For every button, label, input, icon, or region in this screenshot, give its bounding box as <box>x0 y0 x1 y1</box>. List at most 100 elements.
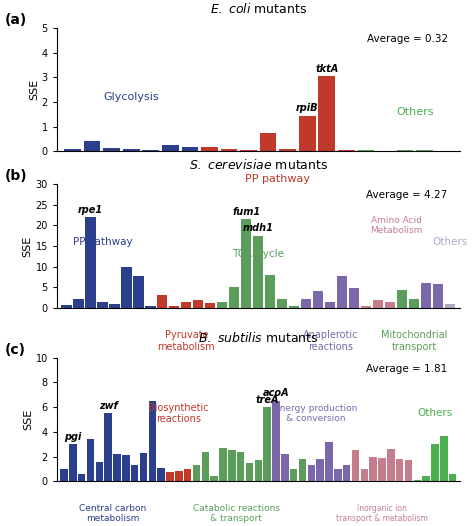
Bar <box>240 149 257 151</box>
Bar <box>148 401 156 481</box>
Text: Catabolic reactions
& transport: Catabolic reactions & transport <box>193 503 280 523</box>
Text: Average = 0.32: Average = 0.32 <box>366 34 447 44</box>
Bar <box>385 301 395 308</box>
Y-axis label: SSE: SSE <box>23 409 33 430</box>
Bar <box>182 147 198 151</box>
Text: (c): (c) <box>5 343 26 357</box>
Text: Mitochondrial
transport: Mitochondrial transport <box>381 330 447 351</box>
Bar <box>290 469 297 481</box>
Bar <box>169 306 180 308</box>
Bar <box>397 290 407 308</box>
Text: PP pathway: PP pathway <box>246 174 310 184</box>
Bar <box>308 465 315 481</box>
Bar <box>221 148 237 151</box>
Bar <box>301 299 311 308</box>
Bar <box>337 276 347 308</box>
Bar <box>84 141 100 151</box>
Bar <box>193 300 203 308</box>
Y-axis label: SSE: SSE <box>23 235 33 257</box>
Text: Energy production
& conversion: Energy production & conversion <box>274 403 357 423</box>
Bar <box>397 150 413 151</box>
Text: treA: treA <box>255 394 279 404</box>
Text: Amino Acid
Metabolism: Amino Acid Metabolism <box>370 216 422 235</box>
Bar <box>109 304 119 308</box>
Text: Inorganic ion
transport & metabolism: Inorganic ion transport & metabolism <box>336 503 428 523</box>
Bar <box>272 401 280 481</box>
Text: Central carbon
metabolism: Central carbon metabolism <box>79 503 146 523</box>
Bar <box>445 304 456 308</box>
Bar <box>237 452 245 481</box>
Bar <box>378 458 386 481</box>
Text: Anaplerotic
reactions: Anaplerotic reactions <box>302 330 358 351</box>
Bar <box>157 296 167 308</box>
Text: Average = 1.81: Average = 1.81 <box>366 364 447 374</box>
Text: pgi: pgi <box>64 432 82 442</box>
Bar <box>64 149 81 151</box>
Text: $\it{B.\ subtilis}$ mutants: $\it{B.\ subtilis}$ mutants <box>198 331 319 346</box>
Bar <box>281 454 289 481</box>
Bar <box>162 145 179 151</box>
Bar <box>143 150 159 151</box>
Bar <box>422 476 430 481</box>
Text: rpe1: rpe1 <box>78 205 103 215</box>
Text: Average = 4.27: Average = 4.27 <box>366 190 447 200</box>
Text: PP Pathway: PP Pathway <box>73 237 132 247</box>
Bar <box>440 436 447 481</box>
Text: Pyruvate
metabolism: Pyruvate metabolism <box>157 330 215 351</box>
Text: Others: Others <box>433 237 468 247</box>
Bar <box>166 472 174 481</box>
Bar <box>96 461 103 481</box>
Bar <box>449 474 456 481</box>
Bar <box>352 450 359 481</box>
Bar <box>219 448 227 481</box>
Bar <box>373 300 383 308</box>
Bar <box>253 236 264 308</box>
Text: Glycolysis: Glycolysis <box>103 92 159 102</box>
Bar <box>181 302 191 308</box>
Text: (b): (b) <box>5 169 27 183</box>
Bar <box>289 306 300 308</box>
Bar <box>123 148 139 151</box>
Bar <box>431 444 439 481</box>
Bar <box>405 460 412 481</box>
Bar <box>78 474 85 481</box>
Bar <box>60 469 68 481</box>
Text: (a): (a) <box>5 13 27 27</box>
Text: fum1: fum1 <box>232 207 260 217</box>
Bar <box>317 459 324 481</box>
Bar <box>69 444 76 481</box>
Text: rpiB: rpiB <box>296 103 319 113</box>
Text: tktA: tktA <box>315 64 338 74</box>
Bar <box>184 469 191 481</box>
Bar <box>319 76 335 151</box>
Y-axis label: SSE: SSE <box>29 79 39 100</box>
Bar <box>343 465 350 481</box>
Bar <box>433 284 443 308</box>
Bar <box>201 452 209 481</box>
Bar <box>229 287 239 308</box>
Bar <box>421 283 431 308</box>
Bar <box>264 407 271 481</box>
Bar <box>338 150 355 151</box>
Bar <box>85 217 96 308</box>
Text: TCA Cycle: TCA Cycle <box>232 249 284 259</box>
Bar <box>175 471 182 481</box>
Bar <box>396 459 403 481</box>
Bar <box>87 439 94 481</box>
Bar <box>146 306 155 308</box>
Bar <box>246 463 253 481</box>
Bar <box>121 267 131 308</box>
Bar <box>361 469 368 481</box>
Bar <box>103 148 120 151</box>
Bar <box>97 301 108 308</box>
Text: acoA: acoA <box>263 389 289 399</box>
Bar <box>131 465 138 481</box>
Bar <box>349 288 359 308</box>
Bar <box>265 275 275 308</box>
Text: $\it{S.\ cerevisiae}$ mutants: $\it{S.\ cerevisiae}$ mutants <box>189 158 328 171</box>
Bar <box>61 305 72 308</box>
Bar <box>228 450 236 481</box>
Bar <box>133 276 144 308</box>
Bar <box>122 456 129 481</box>
Bar <box>361 306 371 308</box>
